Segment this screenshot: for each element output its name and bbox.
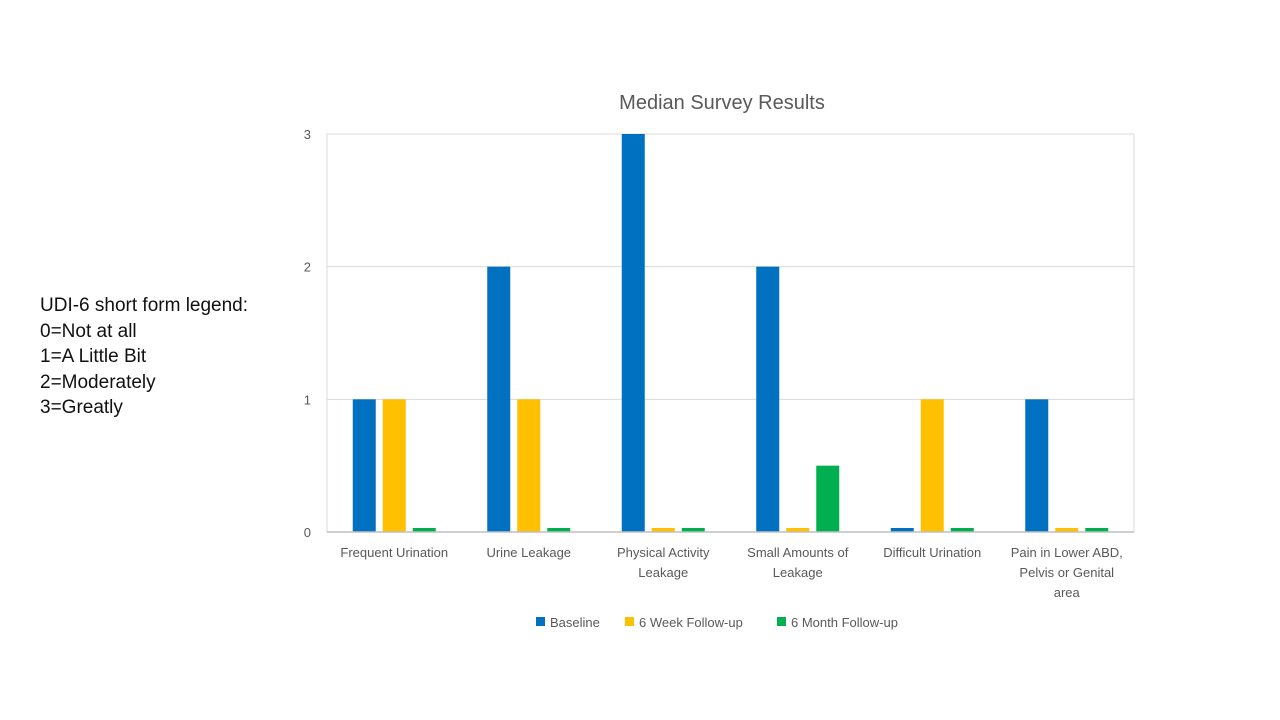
x-tick-label: Pain in Lower ABD, Pelvis or Genital area <box>1011 545 1123 600</box>
series-legend: Baseline 6 Week Follow-up 6 Month Follow-u… <box>536 615 898 630</box>
udi6-legend-item-0: 0=Not at all <box>40 320 137 342</box>
legend-label: 6 Month Follow-up <box>791 615 898 630</box>
bar <box>1025 399 1049 532</box>
bar <box>382 399 406 532</box>
y-tick-label: 2 <box>304 260 311 275</box>
udi6-legend-item-2: 2=Moderately <box>40 371 156 393</box>
bar <box>517 399 541 532</box>
x-tick-label: Urine Leakage <box>486 545 571 560</box>
plot-border <box>326 133 1135 533</box>
udi6-legend: UDI-6 short form legend: 0=Not at all 1=… <box>40 293 248 421</box>
chart-title: Median Survey Results <box>619 92 825 114</box>
bar <box>412 528 436 532</box>
bar <box>950 528 974 532</box>
x-tick-label: Frequent Urination <box>340 545 448 560</box>
legend-swatch <box>777 617 786 626</box>
bar <box>681 528 705 532</box>
bar <box>651 528 675 532</box>
x-tick-label: Difficult Urination <box>883 545 981 560</box>
bar <box>816 465 840 532</box>
udi6-legend-item-1: 1=A Little Bit <box>40 346 147 367</box>
udi6-legend-title: UDI-6 short form legend: <box>40 295 249 316</box>
bar <box>786 528 810 532</box>
bar <box>1085 528 1109 532</box>
bar <box>352 399 376 532</box>
bar <box>756 266 780 532</box>
legend-label: Baseline <box>550 615 600 630</box>
plot-area: 0 1 2 3 Frequent Urination Urine Leakage Physi… <box>304 127 1135 600</box>
y-tick-label: 1 <box>304 392 311 407</box>
x-tick-label: Small Amounts of Leakage <box>747 545 849 580</box>
bar <box>890 528 914 532</box>
bar <box>1055 528 1079 532</box>
legend-label: 6 Week Follow-up <box>639 615 743 630</box>
x-tick-label: Physical Activity Leakage <box>617 545 710 580</box>
bar <box>487 266 511 532</box>
udi6-legend-item-3: 3=Greatly <box>40 397 123 418</box>
y-tick-label: 0 <box>304 525 311 540</box>
legend-swatch <box>536 617 545 626</box>
y-tick-label: 3 <box>304 127 311 142</box>
bar <box>621 134 645 532</box>
legend-swatch <box>625 617 634 626</box>
bar <box>547 528 571 532</box>
bar <box>920 399 944 532</box>
